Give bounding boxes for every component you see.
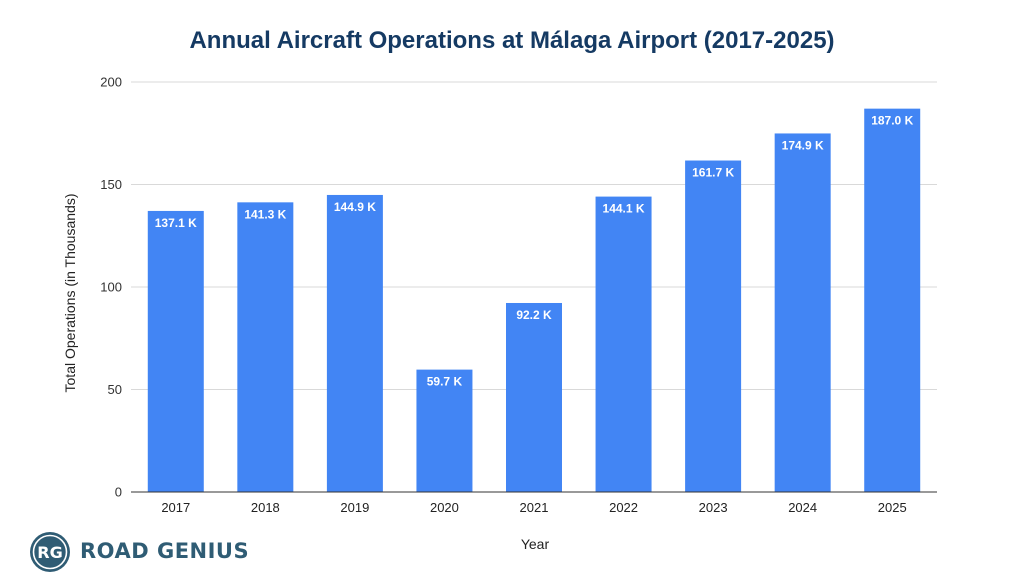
y-tick-label: 150	[100, 177, 122, 192]
y-tick-label: 0	[115, 485, 122, 500]
x-tick-label: 2023	[699, 500, 728, 515]
bar-2021	[506, 302, 562, 492]
badge-text: RG	[37, 543, 62, 562]
data-label-2018: 141.3 K	[244, 207, 286, 221]
bar-2017	[147, 210, 204, 492]
bar-2019	[326, 194, 383, 492]
data-label-2017: 137.1 K	[155, 216, 197, 230]
chart-title: Annual Aircraft Operations at Málaga Air…	[189, 27, 835, 54]
y-tick-label: 50	[108, 382, 122, 397]
rg-badge-icon: RG	[30, 532, 70, 572]
data-label-2024: 174.9 K	[782, 138, 824, 152]
data-label-2020: 59.7 K	[427, 375, 463, 389]
bar-2020	[416, 369, 473, 492]
x-tick-label: 2020	[430, 500, 459, 515]
data-label-2022: 144.1 K	[603, 202, 645, 216]
x-axis-ticks: 2017 2018 2019 2020 2021 2022 2023 2024 2025	[131, 491, 937, 515]
x-tick-label: 2022	[609, 500, 638, 515]
x-tick-label: 2018	[251, 500, 280, 515]
x-tick-label: 2019	[340, 500, 369, 515]
bar-2018	[237, 202, 294, 492]
x-tick-label: 2024	[788, 500, 817, 515]
bar-2023	[685, 160, 742, 492]
brand-name: ROAD GENIUS	[80, 539, 250, 563]
data-label-2023: 161.7 K	[692, 166, 734, 180]
x-tick-label: 2021	[520, 500, 549, 515]
bar-2022	[595, 196, 652, 492]
bar-2024	[774, 133, 831, 492]
y-axis-ticks: 0 50 100 150 200	[100, 75, 122, 500]
bars: 137.1 K 141.3 K 144.9 K 59.7 K 92.2 K 144.1 K…	[147, 108, 921, 493]
y-tick-label: 100	[100, 280, 122, 295]
x-axis-label: Year	[521, 536, 550, 552]
data-label-2025: 187.0 K	[871, 114, 913, 128]
y-axis-label: Total Operations (in Thousands)	[62, 194, 78, 393]
x-tick-label: 2025	[878, 500, 907, 515]
bar-2025	[864, 108, 921, 493]
data-label-2021: 92.2 K	[516, 308, 552, 322]
x-tick-label: 2017	[161, 500, 190, 515]
road-genius-logo: RG ROAD GENIUS	[28, 530, 258, 574]
data-label-2019: 144.9 K	[334, 200, 376, 214]
y-tick-label: 200	[100, 75, 122, 90]
